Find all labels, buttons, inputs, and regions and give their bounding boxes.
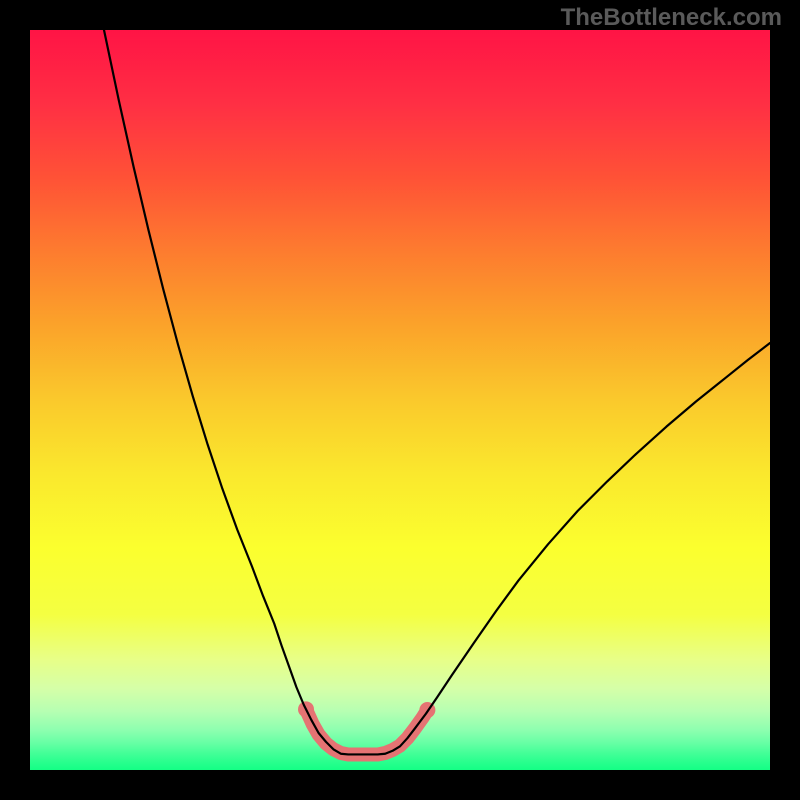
chart-svg [30, 30, 770, 770]
outer-frame: TheBottleneck.com [0, 0, 800, 800]
chart-plot-area [30, 30, 770, 770]
gradient-background [30, 30, 770, 770]
watermark-label: TheBottleneck.com [561, 4, 782, 32]
